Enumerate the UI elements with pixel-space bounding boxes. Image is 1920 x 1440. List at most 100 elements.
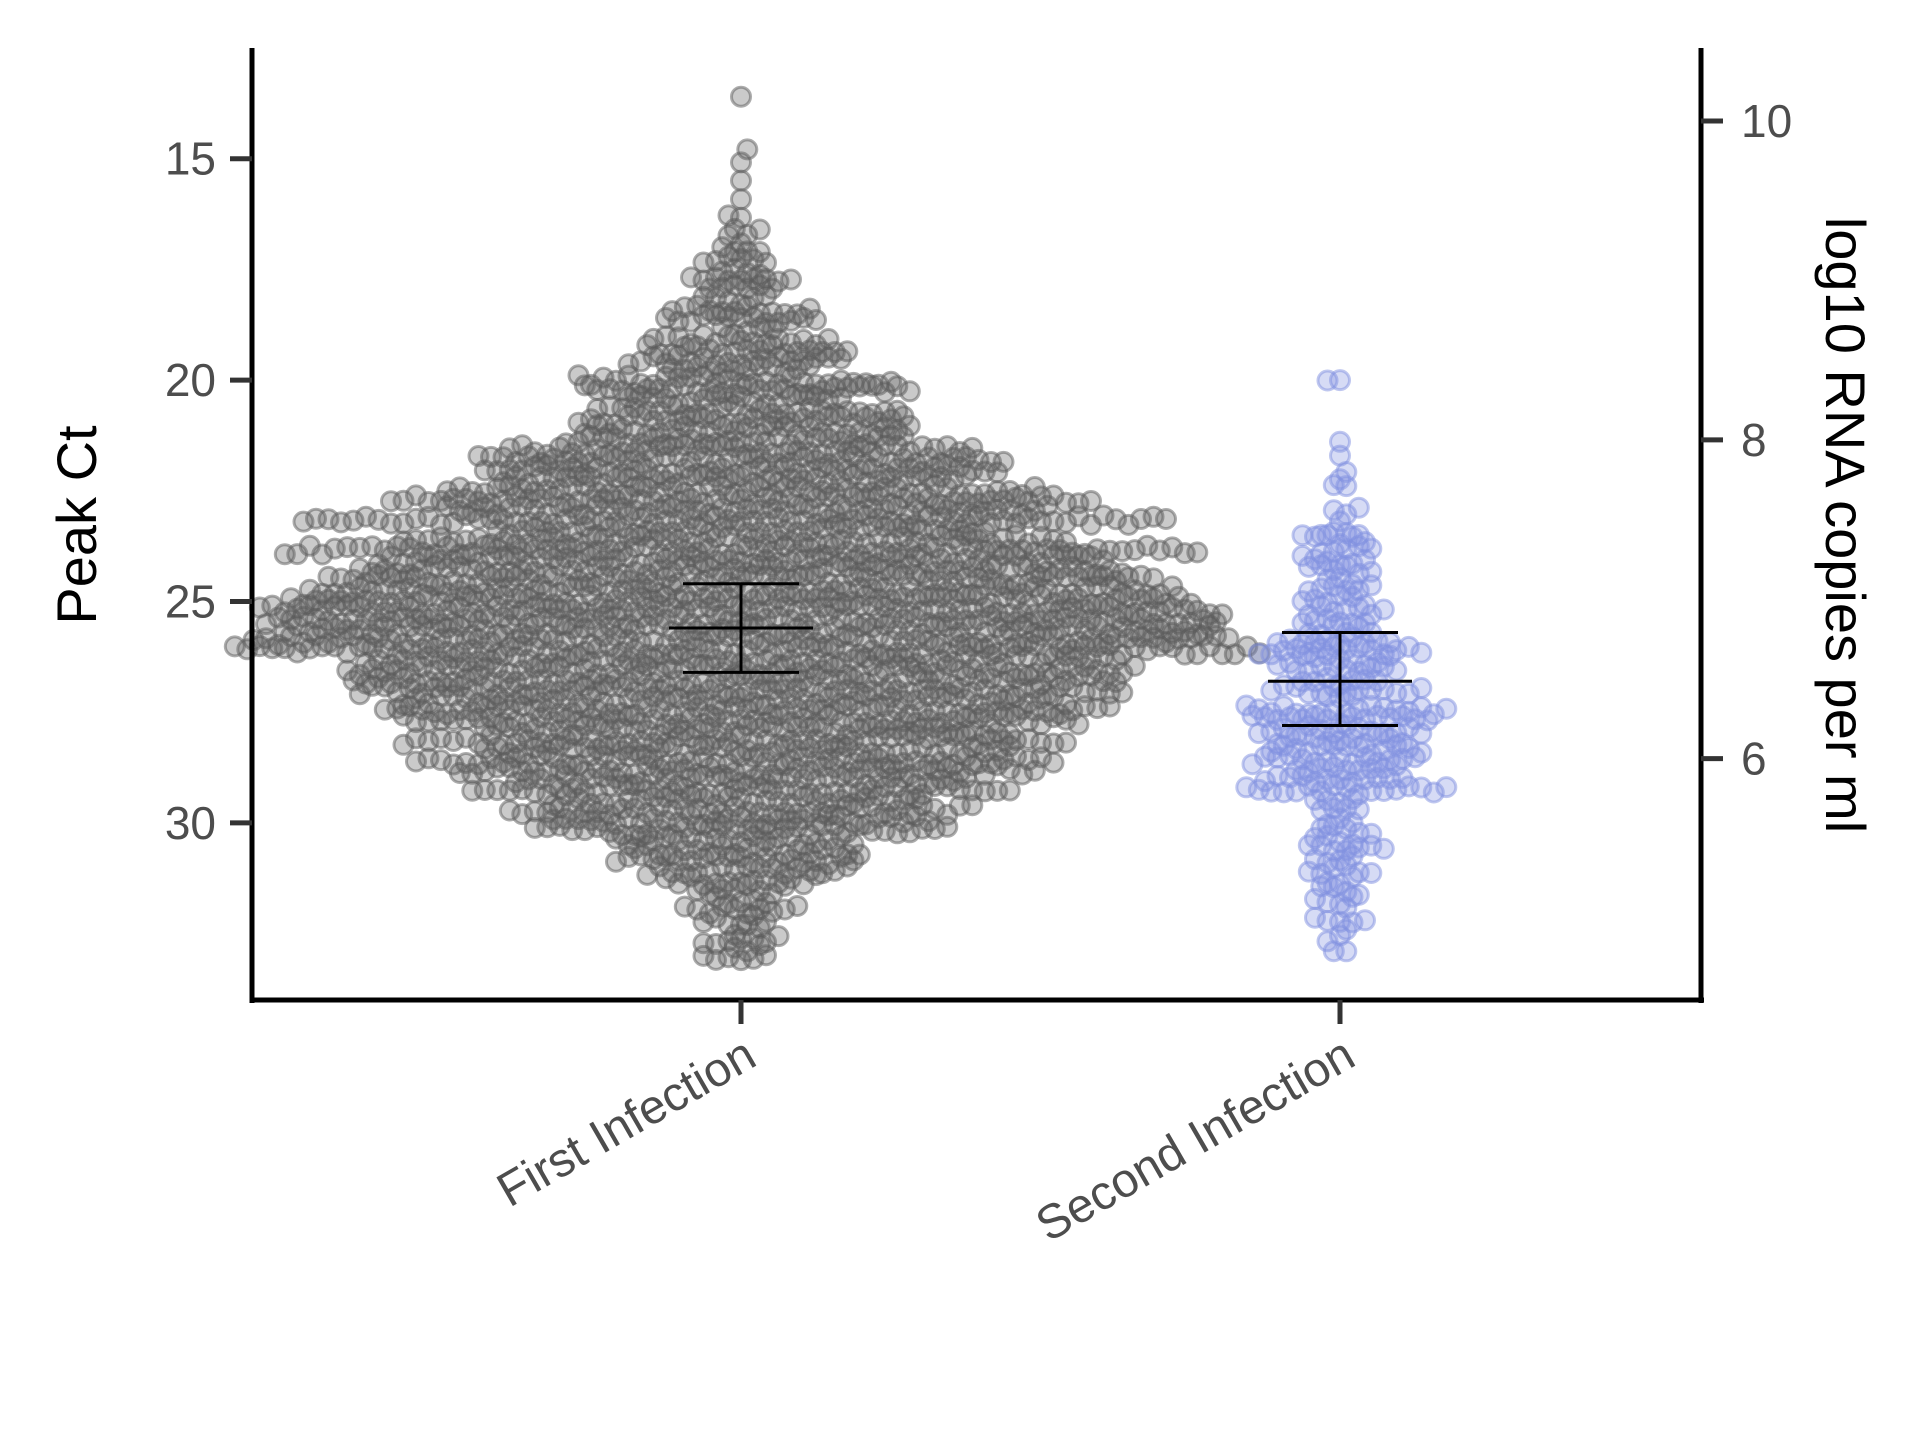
point-first-infection: [1186, 541, 1209, 564]
point-second-infection: [1322, 940, 1345, 963]
point-first-infection: [992, 450, 1015, 473]
y-tick-label: 25: [165, 575, 216, 627]
point-first-infection: [1117, 513, 1140, 536]
point-first-infection: [392, 733, 415, 756]
point-second-infection: [1435, 697, 1458, 720]
point-first-infection: [998, 779, 1021, 802]
point-first-infection: [898, 380, 921, 403]
point-second-infection: [1360, 862, 1383, 884]
point-first-infection: [392, 704, 415, 727]
point-second-infection: [1291, 524, 1314, 547]
point-first-infection: [755, 251, 777, 274]
point-first-infection: [448, 476, 471, 499]
point-first-infection: [730, 85, 752, 108]
point-first-infection: [655, 307, 677, 329]
point-first-infection: [936, 815, 959, 838]
point-first-infection: [992, 527, 1015, 550]
point-first-infection: [792, 509, 815, 532]
point-first-infection: [273, 543, 296, 566]
y2-tick-label: 8: [1741, 414, 1767, 466]
point-first-infection: [1055, 731, 1077, 754]
point-first-infection: [830, 347, 852, 370]
point-first-infection: [655, 867, 677, 890]
point-first-infection: [986, 461, 1009, 484]
point-first-infection: [461, 779, 484, 802]
point-first-infection: [886, 375, 909, 398]
secondary-y-axis-title: log10 RNA copies per ml: [1814, 217, 1877, 833]
point-first-infection: [805, 309, 827, 331]
point-first-infection: [605, 850, 627, 873]
point-first-infection: [1067, 713, 1090, 736]
point-first-infection: [292, 510, 315, 533]
point-first-infection: [348, 683, 371, 706]
point-second-infection: [1316, 369, 1339, 392]
points-layer: [223, 85, 1458, 972]
point-second-infection: [1322, 474, 1345, 497]
point-first-infection: [605, 827, 627, 850]
point-second-infection: [1241, 753, 1264, 776]
point-first-infection: [692, 944, 715, 967]
x-category-label: First Infection: [489, 1028, 765, 1218]
point-first-infection: [1123, 654, 1146, 677]
point-first-infection: [730, 169, 752, 192]
point-first-infection: [355, 505, 377, 528]
point-first-infection: [730, 188, 752, 211]
point-first-infection: [861, 374, 884, 397]
point-first-infection: [673, 895, 696, 918]
point-second-infection: [1354, 909, 1376, 932]
point-first-infection: [636, 863, 659, 886]
point-first-infection: [755, 486, 777, 509]
point-first-infection: [448, 762, 471, 784]
point-first-infection: [805, 864, 827, 887]
point-second-infection: [1410, 677, 1433, 699]
point-first-infection: [755, 430, 777, 453]
point-first-infection: [786, 895, 809, 917]
point-second-infection: [1304, 888, 1326, 910]
point-second-infection: [1247, 722, 1270, 745]
point-first-infection: [330, 511, 352, 534]
point-first-infection: [1092, 504, 1115, 527]
point-first-infection: [686, 879, 709, 902]
y2-tick-label: 10: [1741, 95, 1792, 147]
point-first-infection: [380, 512, 402, 535]
point-first-infection: [498, 799, 521, 822]
y-axis-title: Peak Ct: [45, 425, 108, 625]
y-tick-label: 30: [165, 797, 216, 849]
point-first-infection: [1042, 751, 1065, 774]
point-second-infection: [1372, 837, 1395, 860]
point-first-infection: [1105, 508, 1127, 531]
point-first-infection: [748, 218, 771, 241]
point-first-infection: [473, 459, 496, 482]
point-second-infection: [1297, 555, 1320, 578]
point-first-infection: [836, 855, 859, 878]
point-first-infection: [1098, 695, 1121, 718]
point-second-infection: [1360, 574, 1383, 597]
point-first-infection: [898, 414, 921, 437]
point-first-infection: [692, 911, 715, 934]
point-first-infection: [405, 507, 427, 530]
point-first-infection: [223, 635, 246, 658]
point-first-infection: [680, 266, 702, 289]
point-first-infection: [667, 310, 690, 333]
point-first-infection: [755, 944, 777, 967]
point-first-infection: [767, 925, 790, 948]
y-tick-label: 15: [165, 133, 216, 185]
y-tick-label: 20: [165, 354, 216, 406]
point-second-infection: [1435, 776, 1458, 799]
point-second-infection: [1266, 653, 1289, 676]
point-second-infection: [1410, 641, 1433, 664]
point-second-infection: [1247, 642, 1270, 665]
point-first-infection: [1155, 508, 1177, 530]
point-first-infection: [961, 794, 984, 817]
point-second-infection: [1385, 659, 1408, 682]
x-category-label: Second Infection: [1027, 1028, 1363, 1253]
point-first-infection: [473, 496, 496, 519]
y2-tick-label: 6: [1741, 733, 1767, 785]
point-first-infection: [405, 750, 427, 773]
point-first-infection: [367, 508, 390, 531]
point-first-infection: [573, 374, 596, 397]
point-first-infection: [955, 464, 977, 487]
point-first-infection: [730, 151, 752, 174]
point-first-infection: [380, 490, 402, 513]
